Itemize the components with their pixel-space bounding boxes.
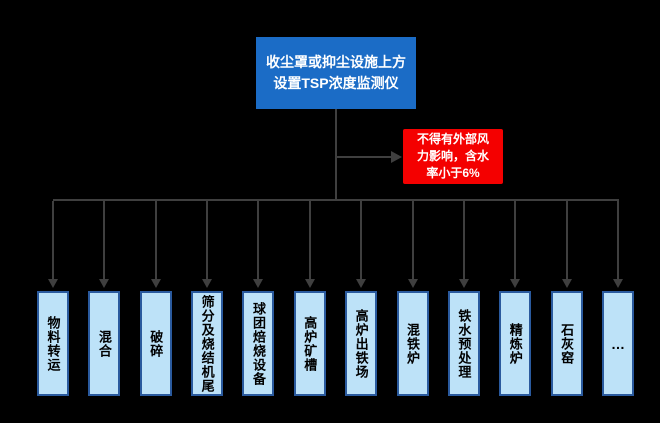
process-box: 混铁炉 <box>396 291 429 396</box>
process-box-label: 精炼炉 <box>507 322 523 365</box>
process-box-label: 球团焙烧设备 <box>250 301 266 386</box>
process-column: 混铁炉 <box>396 201 429 396</box>
process-column: 筛分及烧结机尾 <box>191 201 224 396</box>
connector-drop-line <box>257 201 260 279</box>
process-box: 高炉矿槽 <box>293 291 326 396</box>
arrowhead-down-icon <box>458 279 469 288</box>
connector-horizontal-rail <box>53 199 619 201</box>
note-text-line: 不得有外部风 <box>416 132 489 146</box>
process-box: 铁水预处理 <box>447 291 480 396</box>
arrowhead-down-icon <box>304 279 315 288</box>
process-column: 铁水预处理 <box>447 201 480 396</box>
process-box: 破碎 <box>139 291 172 396</box>
process-box: 物料转运 <box>37 291 69 396</box>
root-node: 收尘罩或抑尘设施上方 设置TSP浓度监测仪 <box>256 37 416 109</box>
note-node: 不得有外部风 力影响，含水 率小于6% <box>403 129 503 184</box>
connector-drop-line <box>462 201 465 279</box>
process-row: 物料转运 混合 破碎 筛分及烧结机尾 球团焙烧设备 高炉矿槽 <box>37 201 634 396</box>
root-node-text-line: 收尘罩或抑尘设施上方 <box>266 54 406 70</box>
process-column: 石灰窑 <box>550 201 583 396</box>
arrowhead-down-icon <box>510 279 521 288</box>
arrowhead-down-icon <box>612 279 623 288</box>
arrowhead-down-icon <box>48 279 58 288</box>
process-box-label: 混合 <box>96 329 112 358</box>
process-box-label: 破碎 <box>148 329 164 358</box>
root-node-text-line: 设置TSP浓度监测仪 <box>273 75 399 91</box>
arrowhead-down-icon <box>99 279 110 288</box>
process-column: 高炉矿槽 <box>293 201 326 396</box>
arrowhead-down-icon <box>150 279 161 288</box>
process-box-label: 物料转运 <box>45 315 61 372</box>
arrowhead-right-icon <box>391 151 402 163</box>
connector-drop-line <box>514 201 517 279</box>
process-box: 混合 <box>88 291 121 396</box>
process-box: 筛分及烧结机尾 <box>191 291 224 396</box>
arrowhead-down-icon <box>356 279 367 288</box>
connector-drop-line <box>411 201 414 279</box>
process-box: 精炼炉 <box>499 291 532 396</box>
process-box: 高炉出铁场 <box>345 291 378 396</box>
connector-drop-line <box>103 201 106 279</box>
process-box-label: 混铁炉 <box>405 322 421 365</box>
note-text-line: 力影响，含水 <box>416 149 489 163</box>
process-box-label: 铁水预处理 <box>456 308 472 379</box>
branch-connector <box>336 156 392 158</box>
connector-vertical <box>335 109 337 200</box>
connector-drop-line <box>154 201 157 279</box>
connector-drop-line <box>52 201 54 279</box>
process-column: 精炼炉 <box>499 201 532 396</box>
process-box: … <box>601 291 634 396</box>
process-box-label: 高炉矿槽 <box>302 315 318 372</box>
arrowhead-down-icon <box>407 279 418 288</box>
process-column: 物料转运 <box>37 201 69 396</box>
connector-drop-line <box>360 201 363 279</box>
process-column: 高炉出铁场 <box>345 201 378 396</box>
process-box: 石灰窑 <box>550 291 583 396</box>
process-column: 球团焙烧设备 <box>242 201 275 396</box>
note-text-line: 率小于6% <box>426 166 480 180</box>
arrowhead-down-icon <box>202 279 213 288</box>
connector-drop-line <box>206 201 209 279</box>
process-box-label: … <box>610 335 625 352</box>
process-box-label: 高炉出铁场 <box>353 308 369 379</box>
connector-drop-line <box>616 201 619 279</box>
arrowhead-down-icon <box>561 279 572 288</box>
process-column: … <box>601 201 634 396</box>
arrowhead-down-icon <box>253 279 264 288</box>
process-box-label: 筛分及烧结机尾 <box>199 294 215 393</box>
process-box-label: 石灰窑 <box>559 322 575 365</box>
process-column: 混合 <box>88 201 121 396</box>
connector-drop-line <box>565 201 568 279</box>
process-box: 球团焙烧设备 <box>242 291 275 396</box>
process-column: 破碎 <box>139 201 172 396</box>
connector-drop-line <box>308 201 311 279</box>
